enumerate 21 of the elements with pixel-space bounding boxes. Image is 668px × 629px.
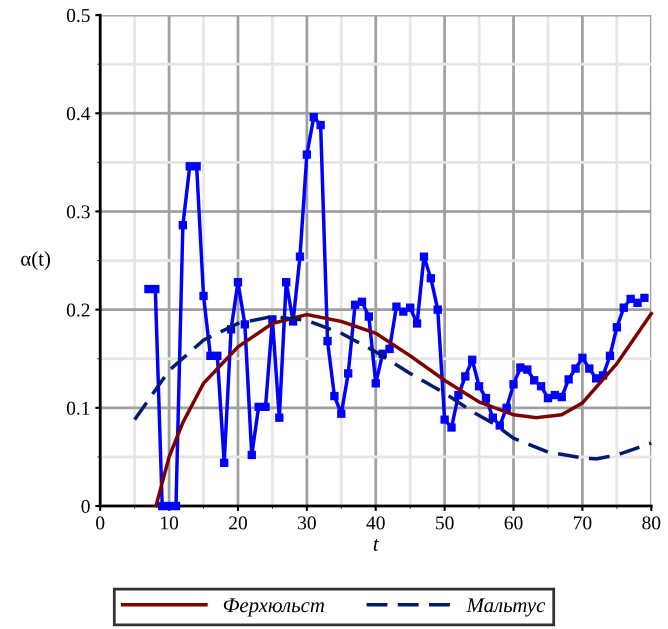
x-tick-label: 30 <box>298 516 316 530</box>
y-tick-label: 0.1 <box>66 402 90 415</box>
y-tick-label: 0 <box>81 500 90 513</box>
x-tick-label: 20 <box>229 516 247 530</box>
x-tick-label: 60 <box>504 516 523 530</box>
y-tick-label: 0.2 <box>66 303 90 317</box>
legend-label: Ферхюльст <box>224 598 324 616</box>
y-axis-title: α(t) <box>21 251 50 270</box>
x-tick-label: 50 <box>436 516 454 530</box>
x-tick-label: 0 <box>96 516 104 530</box>
line-series <box>154 312 654 508</box>
x-tick-label: 80 <box>642 516 660 530</box>
x-tick-label: 40 <box>366 516 385 530</box>
legend-label: Мальтус <box>466 598 546 617</box>
y-tick-label: 0.3 <box>66 205 90 218</box>
line-series <box>132 314 654 461</box>
y-tick-label: 0.5 <box>66 8 90 22</box>
x-axis-title: t <box>374 538 380 551</box>
y-tick-label: 0.4 <box>66 107 90 120</box>
x-tick-label: 10 <box>161 516 178 530</box>
x-tick-label: 70 <box>574 516 592 530</box>
